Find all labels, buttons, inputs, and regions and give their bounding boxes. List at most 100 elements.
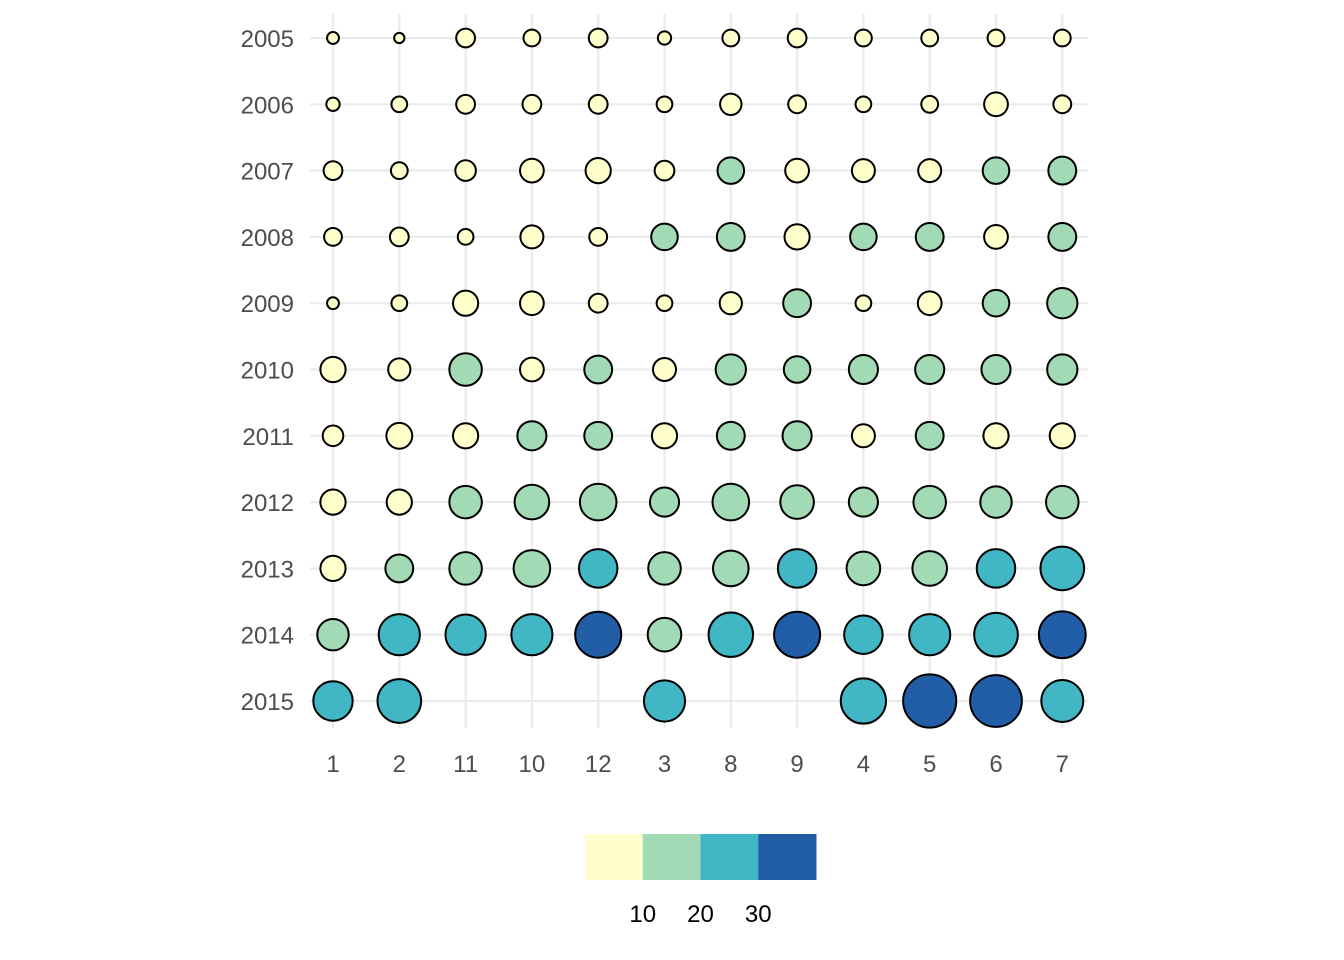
bubble-point — [316, 617, 350, 652]
bubble-point — [393, 31, 406, 45]
x-tick-label: 9 — [790, 751, 803, 778]
bubble-point — [647, 551, 682, 586]
bubble-point — [715, 221, 746, 252]
bubble-point — [325, 96, 341, 112]
x-tick-label: 12 — [585, 751, 612, 778]
y-tick-label: 2011 — [242, 424, 294, 451]
bubble-point — [983, 91, 1009, 118]
bubble-point — [1052, 28, 1072, 48]
bubble-point — [323, 226, 343, 247]
grid-lines — [310, 14, 1088, 728]
bubble-point — [843, 614, 884, 655]
bubble-point — [587, 93, 609, 115]
bubble-point — [721, 28, 741, 48]
bubble-point — [782, 288, 813, 319]
y-tick-label: 2007 — [241, 159, 294, 186]
bubble-point — [387, 357, 412, 382]
bubble-point — [578, 482, 618, 522]
legend-label: 20 — [687, 901, 714, 928]
bubble-point — [902, 673, 958, 729]
bubble-point — [648, 486, 681, 518]
legend-color-swatch — [585, 834, 644, 880]
bubble-point — [787, 94, 808, 115]
bubble-point — [786, 27, 808, 49]
bubble-point — [390, 95, 409, 114]
bubble-point — [650, 222, 679, 252]
bubble-point — [377, 613, 421, 657]
bubble-point — [776, 548, 818, 589]
bubble-point — [385, 421, 414, 450]
bubble-point — [1040, 679, 1085, 723]
x-tick-label: 5 — [923, 751, 936, 778]
bubble-point — [519, 157, 545, 184]
bubble-point — [444, 613, 487, 656]
bubble-point — [522, 28, 542, 48]
bubble-point — [979, 485, 1013, 519]
x-tick-label: 7 — [1056, 751, 1069, 778]
bubble-point — [719, 92, 743, 117]
bubble-point — [312, 680, 354, 722]
bubble-point — [715, 420, 746, 451]
bubble-point — [983, 224, 1009, 250]
bubble-point — [1039, 545, 1086, 592]
bubble-point — [847, 486, 879, 518]
legend-color-swatch — [758, 834, 817, 880]
bubble-point — [912, 484, 947, 520]
bubble-point — [583, 420, 614, 451]
bubble-point — [1048, 422, 1076, 450]
bubble-point — [455, 27, 476, 49]
bubble-point — [655, 294, 674, 313]
bubble-point — [513, 483, 551, 521]
bubble-point — [784, 157, 810, 184]
x-tick-label: 4 — [857, 751, 870, 778]
bubble-point — [583, 354, 614, 385]
bubble-point — [521, 93, 543, 115]
bubble-point — [849, 222, 878, 252]
bubble-point — [388, 226, 410, 248]
x-tick-label: 10 — [519, 751, 546, 778]
bubble-point — [908, 613, 952, 657]
bubble-point — [319, 554, 347, 583]
bubble-point — [587, 292, 609, 314]
bubble-point — [711, 482, 751, 522]
bubble-point — [845, 550, 882, 587]
bubble-point — [519, 224, 545, 250]
bubble-point — [655, 95, 674, 114]
bubble-point — [642, 679, 687, 723]
bubble-point — [914, 221, 945, 252]
bubble-point — [321, 424, 345, 448]
bubble-point — [577, 548, 619, 589]
bubble-point — [390, 294, 409, 313]
bubble-point — [982, 422, 1010, 450]
bubble-point — [707, 611, 755, 658]
bubble-point — [389, 161, 409, 181]
bubble-point — [1052, 94, 1073, 115]
bubble-point — [448, 484, 483, 520]
bubble-point — [981, 288, 1011, 318]
bubble-point — [326, 296, 340, 311]
bubble-point — [1037, 610, 1087, 660]
x-tick-label: 3 — [658, 751, 671, 778]
bubble-point — [646, 616, 683, 653]
bubble-point — [783, 223, 811, 251]
bubble-point — [456, 228, 475, 246]
legend-label: 30 — [745, 901, 772, 928]
bubble-point — [574, 610, 623, 659]
bubble-point — [714, 353, 747, 386]
bubble-point — [779, 484, 815, 520]
bubble-point — [986, 28, 1006, 48]
bubble-point — [584, 157, 612, 185]
bubble-point — [1046, 287, 1079, 320]
bubble-point — [519, 290, 545, 317]
bubble-point — [452, 422, 480, 450]
bubble-point — [448, 551, 483, 586]
bubble-point — [587, 27, 609, 49]
bubble-point — [716, 156, 746, 185]
bubble-point — [322, 160, 344, 181]
bubble-point — [1047, 221, 1078, 252]
legend-label: 10 — [629, 901, 656, 928]
bubble-point — [650, 422, 679, 450]
y-tick-label: 2008 — [241, 225, 294, 252]
bubble-point — [782, 355, 812, 384]
